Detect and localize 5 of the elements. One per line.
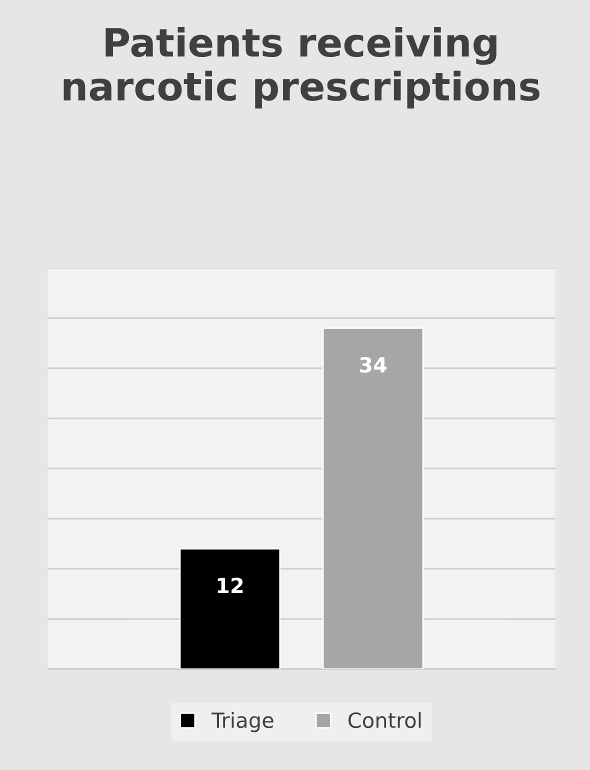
data-label: 12 (218, 578, 243, 594)
data-label: 34 (360, 356, 387, 373)
legend-label: Triage (212, 712, 274, 732)
legend-label: Control (348, 712, 421, 728)
chart-title: Patients receiving narcotic prescriptions (64, 26, 540, 108)
